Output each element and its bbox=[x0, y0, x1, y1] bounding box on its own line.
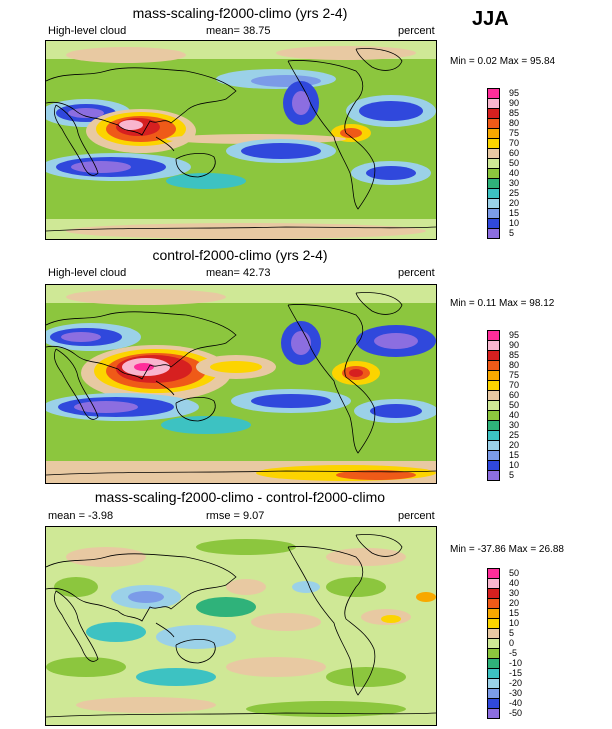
legend-level: 30 bbox=[509, 588, 520, 598]
legend-level: -10 bbox=[509, 658, 523, 668]
legend-level: 5 bbox=[509, 628, 515, 638]
panel-1-mean-label: mean= 38.75 bbox=[206, 25, 271, 37]
legend-level: 85 bbox=[509, 350, 520, 360]
legend-level: 40 bbox=[509, 410, 520, 420]
legend-swatch bbox=[487, 228, 500, 239]
panel-2-units-label: percent bbox=[398, 267, 435, 279]
legend-level: 30 bbox=[509, 420, 520, 430]
legend-level: -15 bbox=[509, 668, 523, 678]
legend-level: -20 bbox=[509, 678, 523, 688]
legend-level: 70 bbox=[509, 380, 520, 390]
legend-level: 75 bbox=[509, 370, 520, 380]
legend-level: 70 bbox=[509, 138, 520, 148]
legend-level: 25 bbox=[509, 188, 520, 198]
legend-level: 50 bbox=[509, 158, 520, 168]
season-label: JJA bbox=[472, 8, 509, 30]
panel-1-map bbox=[45, 40, 437, 240]
legend-level: 10 bbox=[509, 218, 520, 228]
legend-level: -40 bbox=[509, 698, 523, 708]
legend-level: -30 bbox=[509, 688, 523, 698]
panel-1-title: mass-scaling-f2000-climo (yrs 2-4) bbox=[132, 5, 348, 21]
legend-level: 80 bbox=[509, 360, 520, 370]
panel-2-map bbox=[45, 284, 437, 484]
legend-level: 85 bbox=[509, 108, 520, 118]
legend-level: 10 bbox=[509, 618, 520, 628]
panel-1-units-label: percent bbox=[398, 25, 435, 37]
legend-level: 15 bbox=[509, 450, 520, 460]
panel-3-map bbox=[45, 526, 437, 726]
legend-level: 5 bbox=[509, 470, 515, 480]
panel-1-minmax: Min = 0.02 Max = 95.84 bbox=[450, 56, 556, 67]
legend-level: 20 bbox=[509, 198, 520, 208]
legend-level: 5 bbox=[509, 228, 515, 238]
panel-3-minmax: Min = -37.86 Max = 26.88 bbox=[450, 544, 564, 555]
legend-level: 60 bbox=[509, 390, 520, 400]
legend-level: 40 bbox=[509, 168, 520, 178]
legend-level: 95 bbox=[509, 88, 520, 98]
legend-swatch bbox=[487, 708, 500, 719]
panel-3-title: mass-scaling-f2000-climo - control-f2000… bbox=[94, 489, 386, 505]
legend-level: 50 bbox=[509, 400, 520, 410]
legend-level: 90 bbox=[509, 340, 520, 350]
legend-level: 25 bbox=[509, 430, 520, 440]
panel-2-minmax: Min = 0.11 Max = 98.12 bbox=[450, 298, 555, 309]
panel-3-units-label: percent bbox=[398, 510, 435, 522]
legend-level: 50 bbox=[509, 568, 520, 578]
legend-level: -5 bbox=[509, 648, 518, 658]
legend-level: 75 bbox=[509, 128, 520, 138]
legend-level: 15 bbox=[509, 608, 520, 618]
legend-level: 40 bbox=[509, 578, 520, 588]
legend-level: 10 bbox=[509, 460, 520, 470]
legend-level: 80 bbox=[509, 118, 520, 128]
legend-swatch bbox=[487, 470, 500, 481]
panel-2-variable-label: High-level cloud bbox=[48, 267, 127, 279]
panel-3-rmse-label: rmse = 9.07 bbox=[206, 510, 265, 522]
legend-level: 20 bbox=[509, 598, 520, 608]
legend-level: 30 bbox=[509, 178, 520, 188]
panel-2-title: control-f2000-climo (yrs 2-4) bbox=[152, 247, 328, 263]
legend-level: 0 bbox=[509, 638, 515, 648]
legend-level: 95 bbox=[509, 330, 520, 340]
legend-level: 60 bbox=[509, 148, 520, 158]
panel-3-mean-label: mean = -3.98 bbox=[48, 510, 114, 522]
legend-level: -50 bbox=[509, 708, 523, 718]
legend-level: 90 bbox=[509, 98, 520, 108]
legend-level: 15 bbox=[509, 208, 520, 218]
panel-1-variable-label: High-level cloud bbox=[48, 25, 127, 37]
legend-level: 20 bbox=[509, 440, 520, 450]
panel-2-mean-label: mean= 42.73 bbox=[206, 267, 271, 279]
